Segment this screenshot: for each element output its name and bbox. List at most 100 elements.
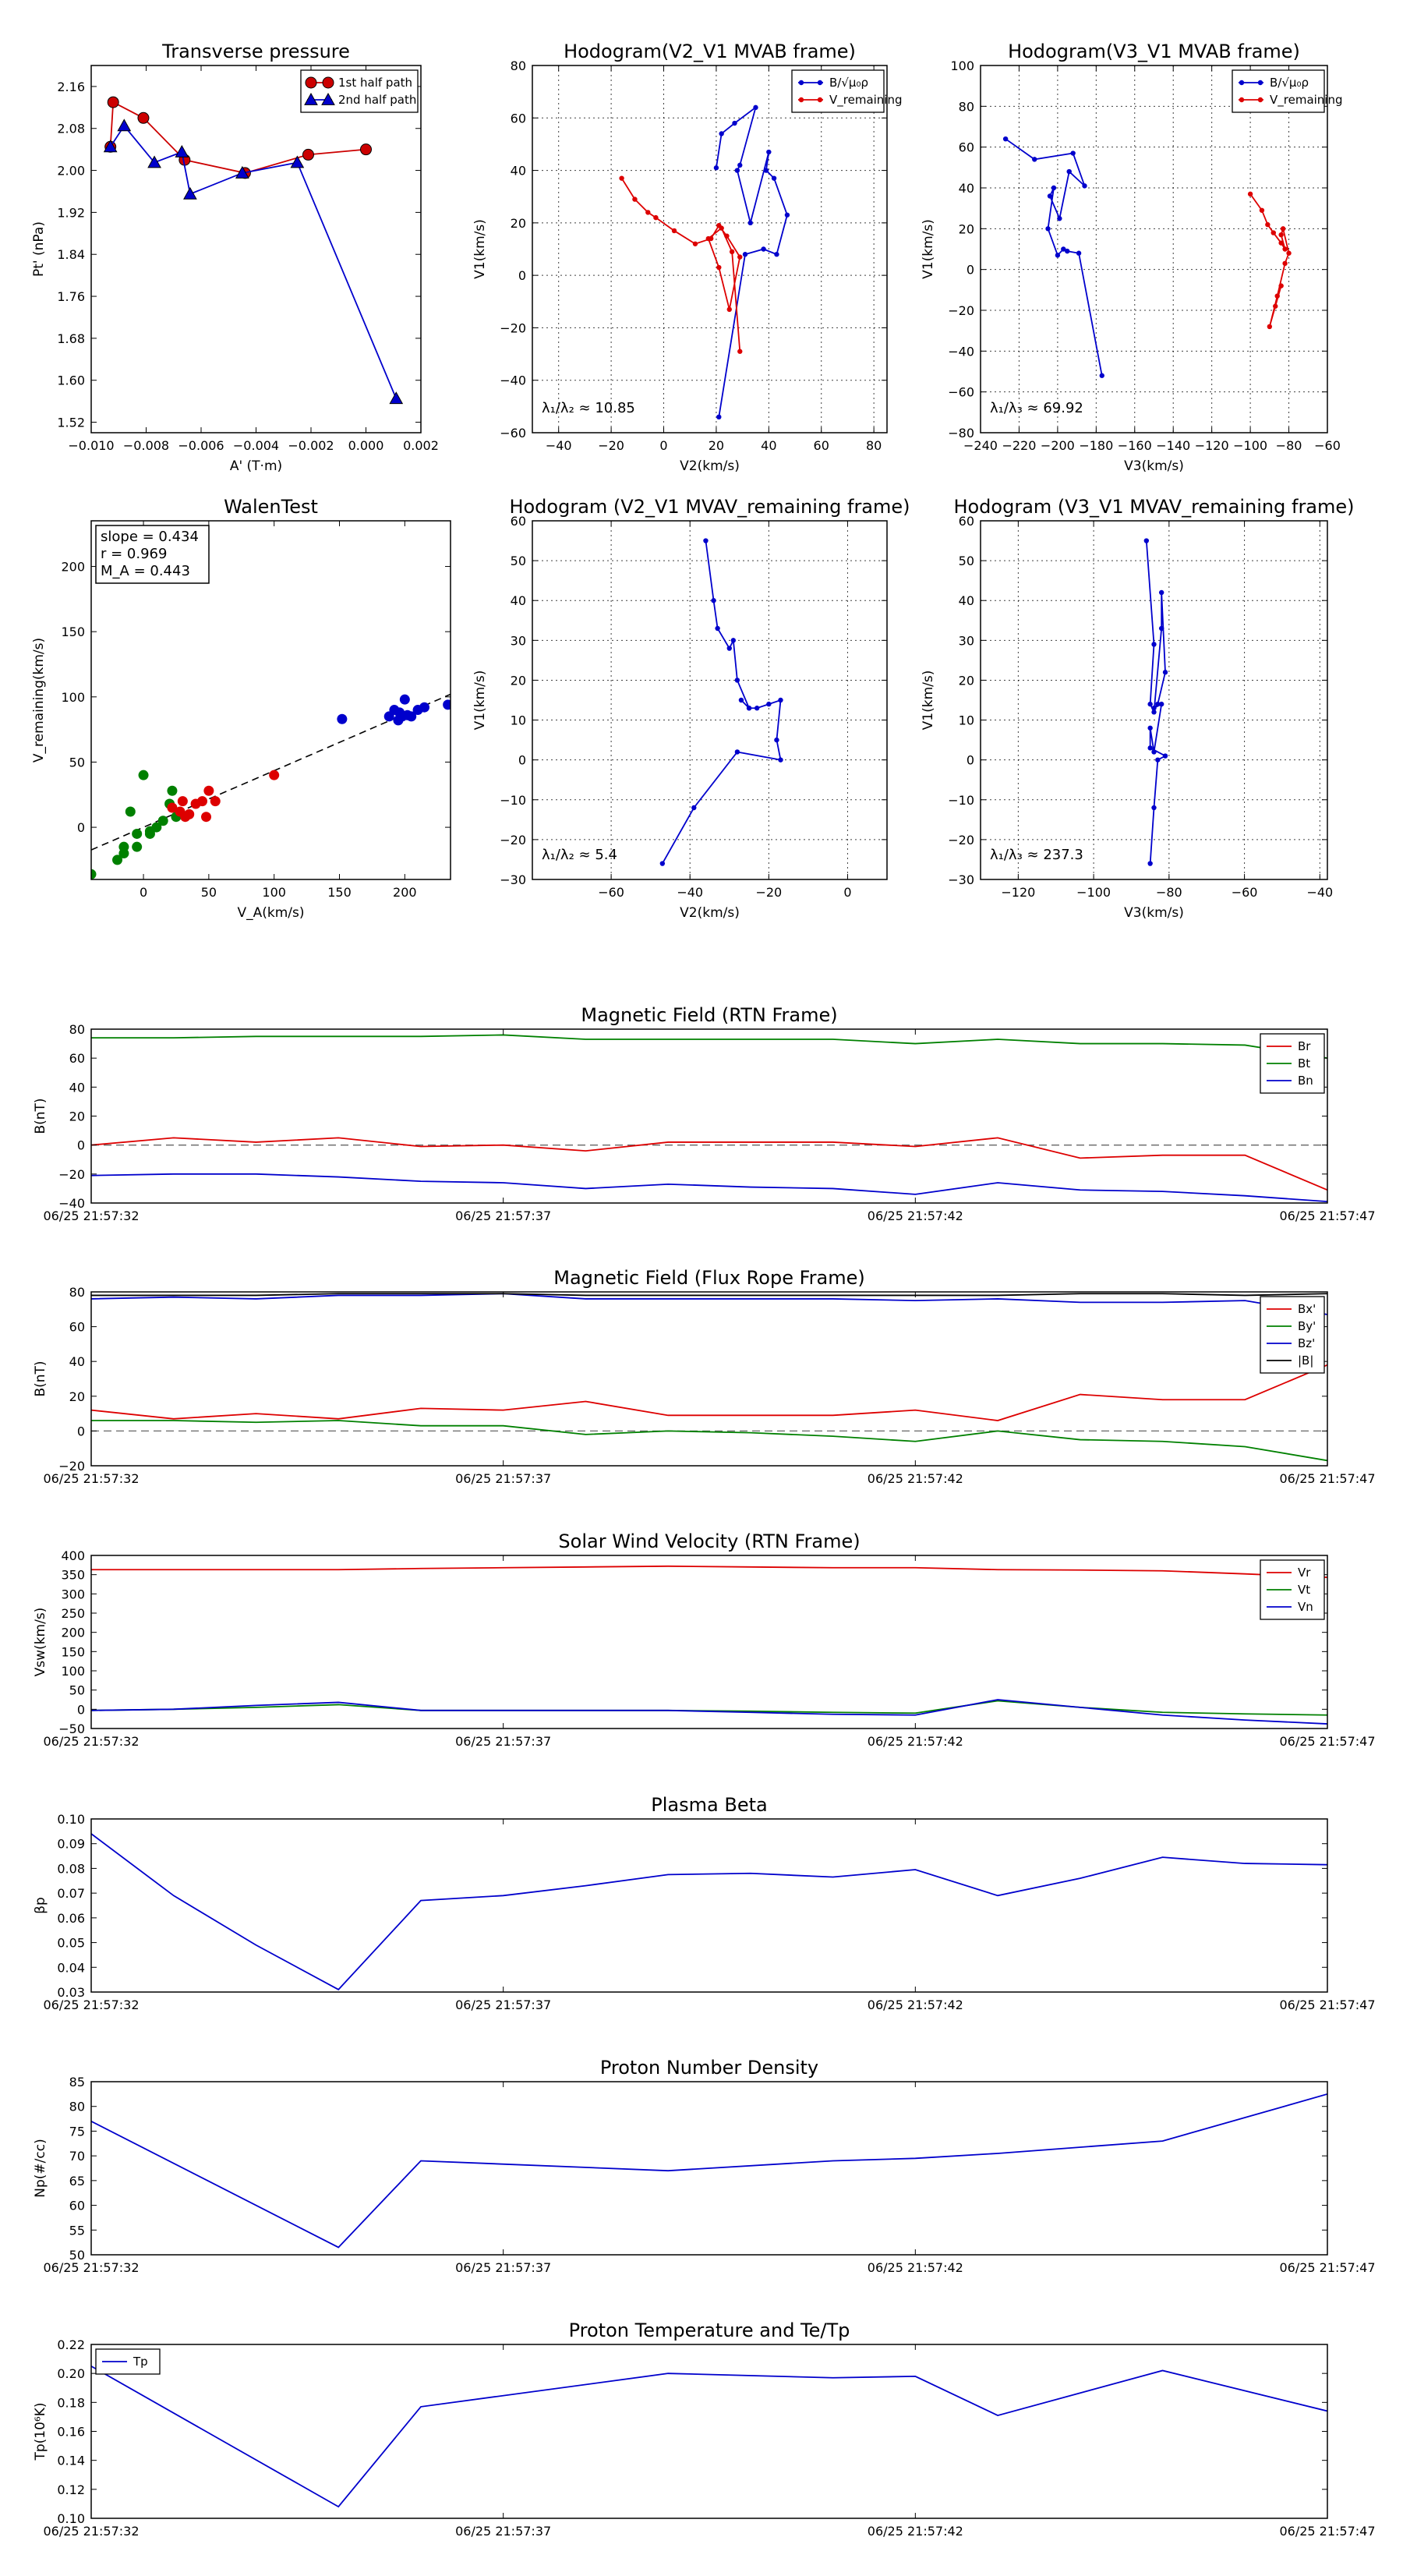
chart-title: Magnetic Field (RTN Frame) [581,1004,837,1026]
plot-area [619,104,790,420]
y-tick-label: 100 [950,58,974,73]
data-point-1 [632,196,638,202]
data-point-0 [719,131,724,136]
y-tick-label: 200 [61,1626,85,1640]
chart-vel_rtn: Solar Wind Velocity (RTN Frame) 06/25 21:… [33,1530,1376,1749]
x-tick-label: −20 [598,438,624,453]
y-tick-label: −40 [58,1196,85,1211]
y-tick-label: 0.09 [57,1837,85,1852]
y-tick-label: 150 [61,625,85,639]
y-tick-label: 2.00 [57,164,85,179]
chart-transverse: Transverse pressure −0.010 −0.008 −0.006 −0.… [31,41,439,474]
x-tick-label: 0 [659,438,667,453]
data-point-0 [734,749,740,755]
stats-line: M_A = 0.443 [101,563,190,579]
series-line-0 [91,1565,1327,1579]
x-tick-label: −180 [1079,438,1113,453]
plot-frame [90,1028,1328,1204]
data-point-0 [1065,248,1070,254]
legend-label: Bn [1298,1074,1313,1088]
ratio-annotation: λ₁/λ₂ ≈ 5.4 [542,847,617,863]
data-point-0 [763,168,769,173]
data-point-0 [1151,642,1157,647]
data-point-0 [713,165,719,171]
y-tick-label: 20 [959,221,974,236]
data-point-1 [1278,240,1284,246]
y-tick-label: 350 [61,1568,85,1583]
data-point-1 [1273,303,1278,309]
y-tick-label: 20 [959,673,974,688]
chart-title: Solar Wind Velocity (RTN Frame) [558,1530,860,1552]
data-point-0 [774,737,779,743]
y-tick-label: −30 [500,872,526,887]
data-point-2 [399,694,410,705]
x-tick-label: −100 [1233,438,1267,453]
legend-marker [817,80,823,86]
x-tick-label: 06/25 21:57:47 [1279,1734,1375,1749]
y-tick-label: 2.16 [57,80,85,94]
y-tick-label: 40 [511,164,526,179]
data-point-1 [1265,221,1270,228]
plot-area [91,1833,1327,1990]
y-axis-label: V1(km/s) [472,219,488,279]
plot-area [91,1034,1327,1203]
data-point-0 [1158,701,1164,707]
x-axis-label: A' (T·m) [230,458,282,474]
data-point-0 [1162,753,1168,759]
chart-title: Hodogram(V2_V1 MVAB frame) [564,41,856,62]
data-point-0 [151,822,162,833]
chart-title: Magnetic Field (Flux Rope Frame) [553,1267,864,1289]
x-tick-label: −40 [1306,885,1333,900]
y-tick-label: 20 [511,673,526,688]
legend-marker [321,92,335,105]
y-axis-label: Np(#/cc) [33,2139,48,2197]
y-tick-label: 100 [61,690,85,705]
plot-frame [980,520,1328,880]
y-tick-label: 40 [69,1080,85,1095]
data-point-0 [726,646,732,651]
legend-label: Vr [1298,1566,1311,1580]
y-tick-label: 60 [69,2199,85,2213]
y-tick-label: 0.07 [57,1886,85,1901]
y-tick-label: −60 [948,385,974,400]
y-tick-label: 1.76 [57,289,85,304]
y-tick-label: 20 [69,1389,85,1404]
data-point-0 [738,697,744,703]
data-point-2 [337,713,348,724]
series-line-0 [109,101,366,174]
x-tick-label: −0.006 [178,438,224,453]
data-point-2 [406,711,417,722]
data-point-0 [1076,250,1082,256]
data-point-0 [732,120,737,126]
y-tick-label: 0.18 [57,2395,85,2410]
data-point-1 [1282,260,1288,267]
y-tick-label: 85 [69,2075,85,2089]
x-tick-label: 06/25 21:57:47 [1279,1997,1375,2012]
data-point-0 [1061,246,1066,252]
chart-title: Proton Temperature and Te/Tp [569,2319,850,2341]
y-tick-label: 1.52 [57,416,85,430]
data-point-1 [177,796,188,807]
x-tick-label: 0 [140,885,147,900]
x-tick-label: 06/25 21:57:47 [1279,2524,1375,2539]
series-line-0 [91,1364,1327,1421]
legend: Br Bt Bn [1260,1033,1325,1094]
y-tick-label: 300 [61,1587,85,1601]
data-point-0 [1032,157,1037,162]
plot-frame [90,2081,1328,2256]
chart-walen: WalenTest 0 50 100 150 200 0 50 100 150 200 V_A(km/… [31,496,451,921]
chart-title: Transverse pressure [161,41,350,62]
data-point-0 [753,104,758,111]
x-tick-label: −0.002 [288,438,334,453]
data-point-1 [117,119,132,132]
x-tick-label: −60 [1314,438,1341,453]
y-axis-label: B(nT) [33,1098,48,1134]
plot-frame [980,65,1328,433]
legend: Tp [95,2348,161,2375]
x-tick-label: −60 [1232,885,1258,900]
data-point-1 [175,144,189,157]
y-tick-label: 1.60 [57,373,85,388]
data-point-0 [737,162,743,168]
chart-title: Hodogram (V2_V1 MVAV_remaining frame) [509,496,910,518]
